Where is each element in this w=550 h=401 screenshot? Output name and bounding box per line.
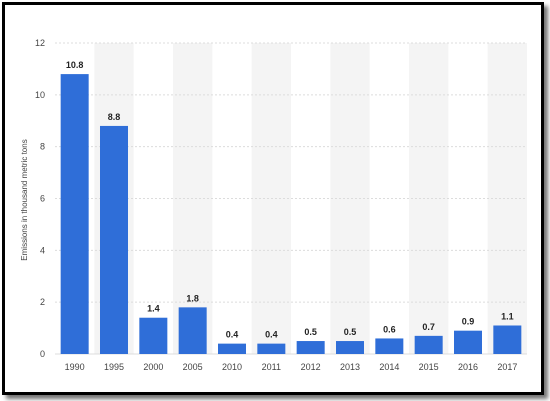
y-tick-label: 10 — [35, 90, 45, 100]
bar — [454, 330, 482, 354]
y-axis-label: Emissions in thousand metric tons — [20, 139, 29, 260]
x-tick-label: 1995 — [104, 362, 124, 372]
x-tick-label: 2016 — [458, 362, 478, 372]
data-label: 10.8 — [66, 60, 84, 70]
x-tick-label: 2017 — [497, 362, 517, 372]
x-tick-label: 2000 — [143, 362, 163, 372]
x-tick-label: 2013 — [340, 362, 360, 372]
bar — [60, 74, 89, 354]
x-tick-label: 2012 — [301, 362, 321, 372]
y-tick-label: 12 — [35, 38, 45, 48]
y-tick-label: 2 — [40, 297, 45, 307]
x-tick-label: 2015 — [419, 362, 439, 372]
bar — [375, 338, 404, 354]
data-label: 0.7 — [422, 322, 435, 332]
bar — [139, 317, 168, 354]
data-label: 8.8 — [108, 112, 121, 122]
data-label: 0.5 — [344, 327, 357, 337]
data-label: 1.1 — [501, 311, 514, 321]
y-tick-label: 4 — [40, 245, 45, 255]
x-tick-label: 2005 — [183, 362, 203, 372]
data-label: 0.9 — [462, 317, 475, 327]
bar — [493, 325, 522, 354]
data-label: 0.4 — [226, 330, 239, 340]
bar — [257, 343, 286, 354]
y-tick-label: 0 — [40, 349, 45, 359]
data-label: 0.6 — [383, 324, 396, 334]
data-label: 0.4 — [265, 330, 278, 340]
x-tick-label: 1990 — [65, 362, 85, 372]
bar — [336, 341, 364, 354]
data-label: 0.5 — [304, 327, 317, 337]
x-tick-label: 2010 — [222, 362, 242, 372]
data-label: 1.8 — [186, 293, 199, 303]
x-tick-label: 2011 — [262, 362, 281, 372]
y-tick-label: 8 — [40, 142, 45, 152]
bar — [414, 335, 443, 354]
bar — [296, 341, 325, 354]
data-label: 1.4 — [147, 304, 160, 314]
x-tick-label: 2014 — [379, 362, 399, 372]
bar — [178, 307, 207, 354]
y-tick-label: 6 — [40, 194, 45, 204]
bar — [100, 125, 128, 354]
bar — [218, 343, 246, 354]
